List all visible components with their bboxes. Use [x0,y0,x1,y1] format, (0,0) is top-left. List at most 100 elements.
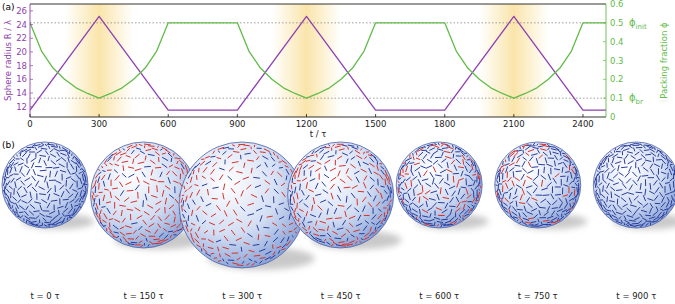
sphere-group [2,142,94,229]
rod [468,206,470,208]
rod [181,164,184,169]
rod [71,204,73,208]
rod [347,147,349,149]
rod [314,234,319,236]
rod [517,220,518,221]
rod [601,166,604,167]
rod [346,196,348,202]
rod [21,158,24,160]
rod [381,218,384,223]
rod [564,160,568,162]
rod [633,172,637,176]
rod [28,154,30,158]
rod [636,147,642,148]
rod [32,144,35,146]
rod [197,206,200,210]
rod [625,220,630,223]
rod [226,262,228,264]
rod [419,172,421,177]
rod [144,146,145,148]
rod [123,148,124,150]
rod [384,213,385,217]
rod [612,158,614,163]
rod [44,225,47,226]
rod [572,187,575,189]
rod [619,179,623,183]
rod [561,176,566,177]
rod [310,171,311,176]
rod [319,229,324,231]
rod [306,160,310,161]
rod [646,215,651,217]
rod [334,208,336,213]
rod [406,161,410,166]
rod [271,255,276,258]
rod [128,145,133,147]
sphere-label: t = 450 τ [321,291,361,301]
rod [339,241,345,243]
rod [409,155,410,157]
rod [169,195,173,198]
rod [79,172,81,173]
rod [472,206,475,211]
rod [611,169,615,173]
rod [244,242,249,244]
rod [197,190,200,195]
rod [102,206,105,208]
rod [137,216,142,219]
y-tick-label: 26 [16,6,27,16]
rod [381,186,384,188]
rod [547,183,551,187]
rod [434,222,435,224]
rod [265,163,267,167]
rod [629,167,631,172]
rod [14,174,18,175]
rod [128,243,134,245]
rod [48,194,50,200]
rod [278,172,282,176]
rod [528,162,530,167]
rod [265,241,268,246]
x-tick-label: 300 [91,119,107,129]
rod [541,199,546,202]
rod [413,197,416,200]
rod [453,173,458,174]
rod [550,168,551,174]
rod [366,151,368,152]
x-tick-label: 900 [229,119,245,129]
rod [93,203,95,206]
rod [597,186,599,188]
rod [532,166,538,168]
rod [40,205,42,210]
rod [100,222,104,227]
rod [76,175,79,179]
rod [452,145,454,147]
rod [85,176,87,182]
rod [561,179,562,185]
rod [643,218,647,220]
rod [557,214,559,216]
sphere [396,142,482,228]
rod [39,220,40,223]
rod [42,223,43,225]
rod [330,239,334,242]
rod [555,194,560,196]
rod [624,223,625,225]
rod [648,177,654,178]
rod [354,171,359,174]
x-tick-label: 1200 [296,119,318,129]
rod [442,152,443,156]
rod [363,226,366,230]
rod [370,163,375,166]
rod [144,181,149,184]
rod [643,204,648,208]
rod [627,216,633,218]
rod [442,159,446,162]
rod [189,186,192,189]
rod [174,181,179,183]
rod [365,233,370,237]
rod [390,191,391,197]
rod [113,236,117,237]
rod [555,155,558,159]
rod [419,197,421,202]
